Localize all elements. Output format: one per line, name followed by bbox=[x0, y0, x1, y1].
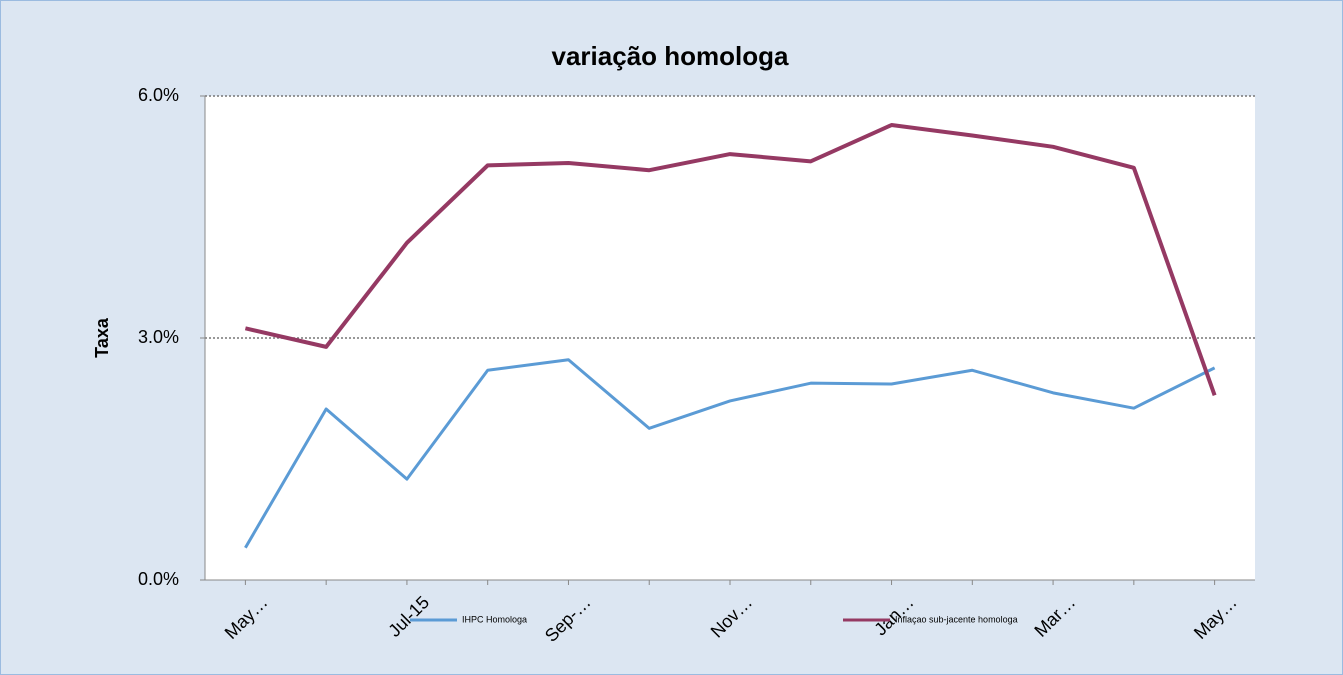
legend-label: IHPC Homologa bbox=[462, 614, 527, 624]
y-tick-label: 0.0% bbox=[138, 569, 179, 589]
legend-label: Inflaçao sub-jacente homologa bbox=[895, 614, 1018, 624]
series-line bbox=[244, 358, 1216, 549]
y-axis-label: Taxa bbox=[92, 317, 112, 358]
chart-title: variação homologa bbox=[552, 41, 789, 71]
series-line bbox=[244, 123, 1217, 396]
y-tick-label: 3.0% bbox=[138, 327, 179, 347]
y-tick-label: 6.0% bbox=[138, 85, 179, 105]
